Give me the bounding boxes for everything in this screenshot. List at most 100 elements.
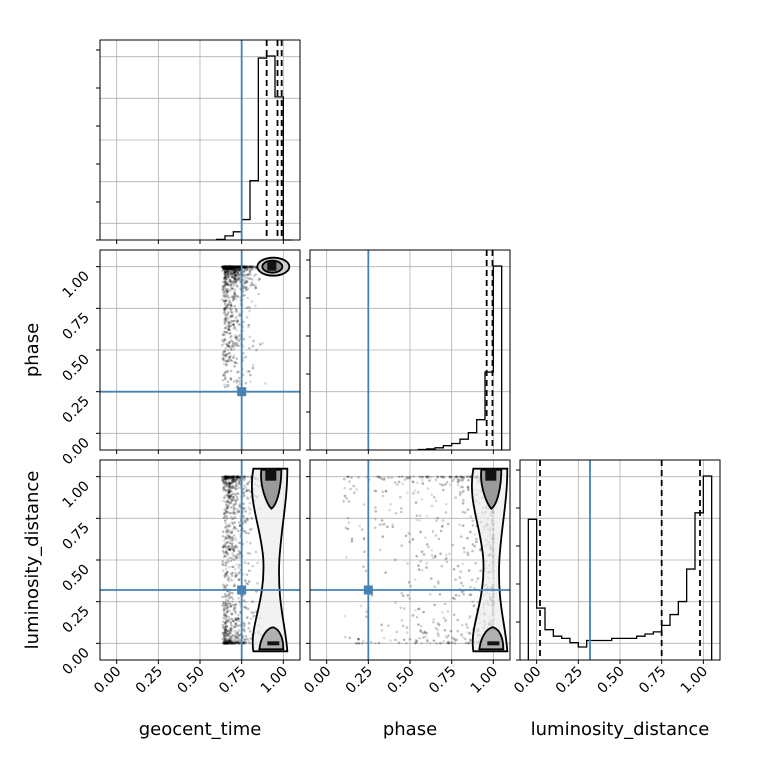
sample-point xyxy=(415,518,418,522)
sample-point xyxy=(232,347,236,351)
sample-point xyxy=(246,273,250,276)
sample-point xyxy=(227,324,231,328)
sample-point xyxy=(227,265,231,269)
sample-point xyxy=(408,637,412,641)
sample-point xyxy=(230,579,234,582)
sample-point xyxy=(230,612,234,616)
sample-point xyxy=(223,593,227,596)
sample-point xyxy=(222,284,226,288)
sample-point xyxy=(233,343,237,347)
sample-point xyxy=(224,549,228,553)
sample-point xyxy=(228,265,232,268)
sample-point xyxy=(232,625,236,628)
sample-point xyxy=(235,328,238,332)
sample-point xyxy=(225,475,229,479)
sample-point xyxy=(243,265,246,269)
sample-point xyxy=(226,267,230,271)
sample-point xyxy=(242,641,246,645)
sample-point xyxy=(228,602,232,605)
sample-point xyxy=(226,548,229,552)
sample-point xyxy=(229,324,232,328)
sample-point xyxy=(232,480,236,484)
sample-point xyxy=(231,552,234,555)
sample-point xyxy=(418,637,421,640)
sample-point xyxy=(226,265,229,268)
sample-point xyxy=(229,641,232,644)
sample-point xyxy=(227,479,231,482)
sample-point xyxy=(244,279,248,282)
sample-point xyxy=(230,295,234,299)
sample-point xyxy=(233,271,237,274)
sample-point xyxy=(235,573,239,577)
sample-point xyxy=(475,540,478,544)
sample-point xyxy=(244,579,247,582)
sample-point xyxy=(228,267,231,270)
sample-point xyxy=(224,265,228,269)
sample-point xyxy=(231,497,234,501)
sample-point xyxy=(232,475,235,478)
tick-label: 0.50 xyxy=(384,664,417,697)
sample-point xyxy=(229,336,232,339)
sample-point xyxy=(433,603,437,607)
sample-point xyxy=(226,304,229,307)
sample-point xyxy=(226,639,229,642)
sample-point xyxy=(228,639,232,643)
sample-point xyxy=(221,560,225,563)
sample-point xyxy=(236,633,240,637)
sample-point xyxy=(456,564,460,568)
sample-point xyxy=(221,626,225,629)
sample-point xyxy=(388,508,391,512)
sample-point xyxy=(233,526,237,530)
sample-point xyxy=(221,267,225,271)
sample-point xyxy=(242,265,245,268)
sample-point xyxy=(236,265,239,268)
sample-point xyxy=(232,265,236,269)
sample-point xyxy=(223,585,226,589)
sample-point xyxy=(445,560,449,564)
sample-point xyxy=(446,641,449,645)
sample-point xyxy=(238,268,241,272)
sample-point xyxy=(245,267,249,270)
sample-point xyxy=(445,502,448,506)
sample-point xyxy=(227,579,231,583)
sample-point xyxy=(236,631,240,635)
sample-point xyxy=(221,623,225,627)
sample-point xyxy=(223,286,227,290)
sample-point xyxy=(223,494,227,498)
sample-point xyxy=(224,605,228,608)
sample-point xyxy=(463,637,467,641)
sample-point xyxy=(222,286,226,290)
sample-point xyxy=(243,276,247,280)
sample-point xyxy=(234,536,237,540)
sample-point xyxy=(461,510,465,514)
sample-point xyxy=(226,500,230,503)
sample-point xyxy=(476,577,480,580)
sample-point xyxy=(436,475,439,478)
sample-point xyxy=(231,522,235,526)
sample-point xyxy=(256,582,259,585)
sample-point xyxy=(221,595,224,599)
sample-point xyxy=(225,475,228,478)
sample-point xyxy=(231,266,235,269)
sample-point xyxy=(234,574,238,577)
sample-point xyxy=(228,547,232,551)
tick-label: 1.00 xyxy=(678,664,711,697)
sample-point xyxy=(236,639,239,642)
sample-point xyxy=(243,293,247,297)
sample-point xyxy=(229,301,232,305)
sample-point xyxy=(466,631,470,634)
sample-point xyxy=(393,558,397,562)
sample-point xyxy=(408,476,412,480)
sample-point xyxy=(233,477,237,481)
sample-point xyxy=(225,343,229,347)
sample-point xyxy=(378,523,382,527)
sample-point xyxy=(377,641,381,645)
sample-point xyxy=(234,316,238,320)
sample-point xyxy=(223,338,227,342)
sample-point xyxy=(448,552,451,556)
sample-point xyxy=(236,510,240,514)
sample-point xyxy=(245,268,249,271)
sample-point xyxy=(243,529,247,533)
sample-point xyxy=(241,265,245,269)
